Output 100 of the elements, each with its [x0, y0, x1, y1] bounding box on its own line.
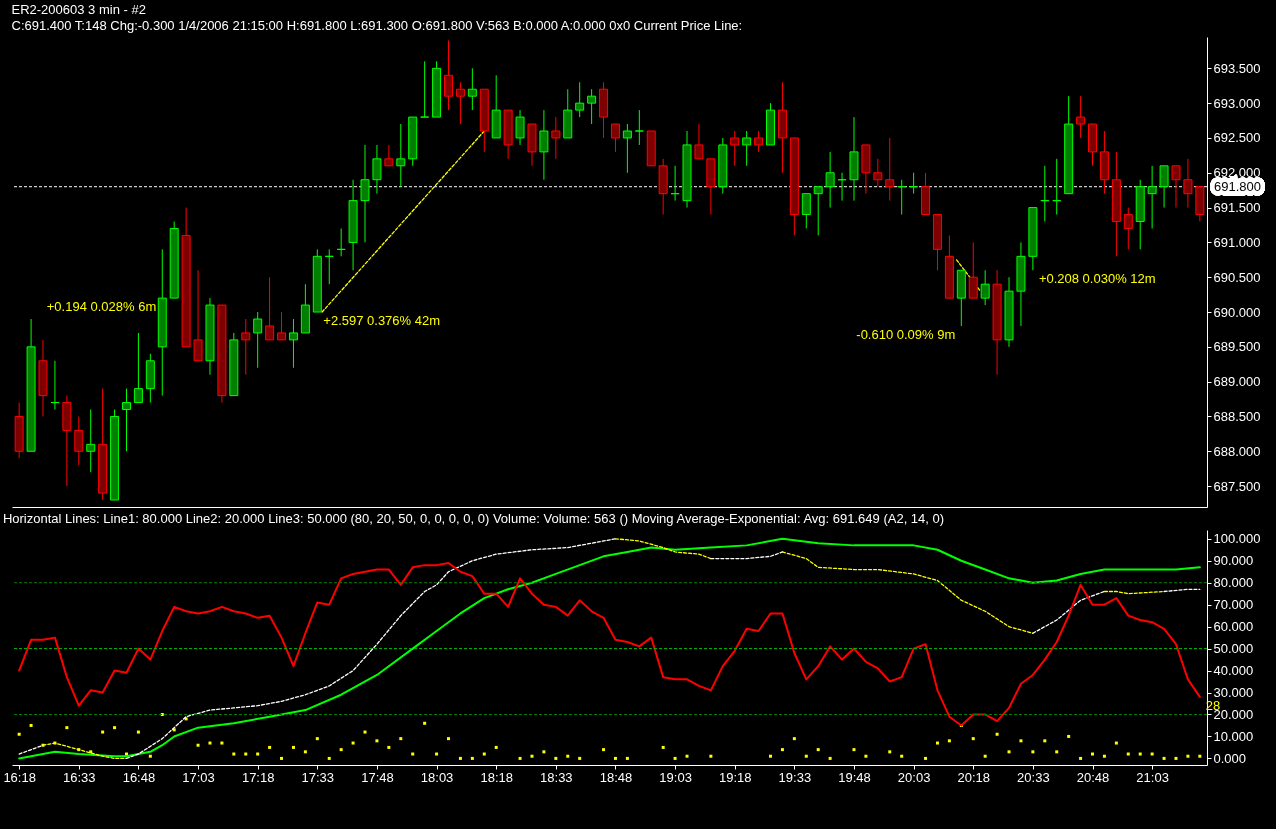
candlestick: [551, 116, 561, 160]
y-tick-label: 692.500: [1213, 130, 1261, 146]
candlestick: [288, 318, 298, 369]
candlestick: [622, 123, 632, 174]
y-tick-label: 688.500: [1213, 408, 1261, 424]
y-tick-label: 90.000: [1213, 553, 1254, 569]
x-tick-label: 17:18: [241, 769, 275, 785]
x-tick-label: 20:48: [1076, 769, 1110, 785]
candlestick: [754, 130, 764, 153]
x-tick-label: 18:18: [480, 769, 513, 785]
x-tick-label: 16:33: [63, 769, 96, 785]
chart-subtitle: C:691.400 T:148 Chg:-0.300 1/4/2006 21:15:00 H:691.800 L:691.300 O:691.800 V:563 B:0.000 A:0.000 0x0 Current Price Line:: [11, 18, 743, 33]
y-tick-label: 40.000: [1213, 663, 1254, 679]
candlestick: [396, 123, 406, 188]
y-tick-label: 10.000: [1213, 728, 1254, 744]
y-tick-label: 689.500: [1213, 339, 1261, 355]
annotation: -0.610 0.09% 9m: [856, 326, 956, 342]
candlestick: [455, 81, 465, 125]
x-tick-label: 20:18: [957, 769, 991, 785]
annotation: +2.597 0.376% 42m: [323, 313, 441, 329]
candlestick: [1076, 95, 1086, 139]
candlestick: [1171, 165, 1181, 209]
x-tick-label: 19:03: [659, 769, 692, 785]
candlestick: [121, 388, 131, 452]
candlestick: [372, 144, 382, 195]
line-series: [125, 538, 617, 760]
y-tick-label: 691.000: [1213, 234, 1261, 250]
candlestick: [86, 409, 96, 473]
y-tick-label: 693.000: [1213, 95, 1261, 111]
line-series: [1032, 590, 1106, 634]
candlestick: [241, 318, 251, 376]
candlestick: [587, 88, 597, 125]
candlestick: [133, 332, 143, 404]
candlestick: [980, 269, 990, 306]
x-tick-label: 18:33: [540, 769, 573, 785]
chart-title: ER2-200603 3 min - #2: [11, 2, 146, 17]
candlestick: [74, 415, 84, 466]
annotation: +0.208 0.030% 12m: [1038, 271, 1156, 287]
candlestick: [742, 130, 752, 167]
annotation: +0.194 0.028% 6m: [46, 299, 157, 315]
y-tick-label: 80.000: [1213, 575, 1254, 591]
candlestick: [265, 276, 275, 341]
candlestick: [730, 130, 740, 167]
candlestick: [968, 241, 978, 299]
candlestick: [1183, 158, 1193, 209]
y-tick-label: 70.000: [1213, 597, 1254, 613]
chart-title: Horizontal Lines: Line1: 80.000 Line2: 20.000 Line3: 50.000 (80, 20, 50, 0, 0, 0, 0, 0) Volume: Volume: 563 () Moving Average-Exponential: Avg: 691.649 (A2, 14, 0): [2, 511, 945, 526]
candlestick: [1159, 165, 1169, 209]
candlestick: [384, 144, 394, 167]
x-tick-label: 17:48: [361, 769, 394, 785]
x-tick-label: 17:03: [182, 769, 215, 785]
line-series: [781, 551, 1034, 634]
candlestick: [467, 67, 477, 111]
x-tick-label: 19:33: [778, 769, 812, 785]
x-tick-label: 16:48: [122, 769, 156, 785]
candlestick: [801, 193, 811, 229]
y-tick-label: 690.500: [1213, 269, 1261, 285]
y-tick-label: 693.500: [1213, 60, 1261, 76]
y-tick-label: 100.000: [1213, 531, 1261, 547]
x-tick-label: 20:03: [897, 769, 931, 785]
candlestick: [539, 109, 549, 181]
candlestick: [253, 311, 263, 369]
x-tick-label: 18:03: [420, 769, 454, 785]
candlestick: [193, 269, 203, 362]
candlestick: [694, 123, 704, 160]
candlestick: [420, 60, 430, 118]
candlestick: [825, 151, 835, 209]
candlestick: [873, 158, 883, 188]
y-tick-label: 687.500: [1213, 478, 1261, 494]
candlestick: [515, 109, 525, 146]
x-tick-label: 17:33: [301, 769, 335, 785]
line-series: [42, 742, 128, 760]
x-tick-label: 18:48: [599, 769, 633, 785]
x-tick-label: 20:33: [1017, 769, 1050, 785]
y-tick-label: 689.000: [1213, 374, 1261, 390]
candlestick: [444, 39, 453, 111]
y-tick-label: 691.500: [1213, 200, 1261, 216]
y-tick-label: 60.000: [1213, 619, 1254, 635]
candlestick: [1123, 207, 1133, 250]
candlestick: [1147, 165, 1157, 229]
line-series: [614, 538, 712, 560]
x-tick-label: 16:18: [3, 769, 36, 785]
candlestick: [610, 123, 620, 153]
y-tick-label: 688.000: [1213, 443, 1261, 459]
candlestick: [885, 137, 895, 202]
candlestick: [277, 311, 287, 341]
candlestick: [813, 186, 823, 236]
y-tick-label: 690.000: [1213, 304, 1261, 320]
line-series: [18, 561, 1201, 727]
x-tick-label: 19:18: [718, 769, 752, 785]
candlestick: [360, 144, 370, 243]
x-tick-label: 19:48: [838, 769, 871, 785]
line-series: [18, 537, 1201, 760]
y-tick-label: 0.000: [1213, 750, 1247, 766]
y-tick-label: 692.000: [1213, 165, 1261, 181]
candlestick: [575, 81, 585, 118]
candlestick: [634, 109, 644, 146]
y-tick-label: 30.000: [1213, 685, 1254, 701]
x-tick-label: 21:03: [1136, 769, 1169, 785]
y-tick-label: 50.000: [1213, 641, 1254, 657]
